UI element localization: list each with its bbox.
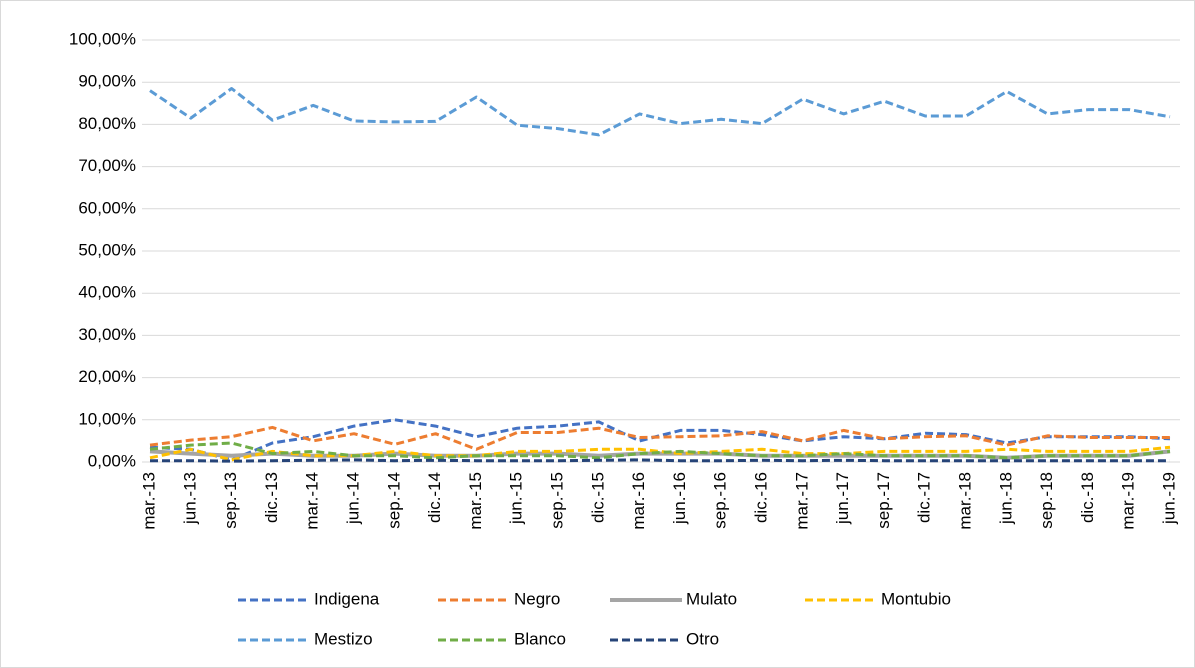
x-tick-label: sep.-13 — [221, 472, 240, 529]
legend-label: Negro — [514, 589, 560, 608]
y-tick-label: 10,00% — [78, 409, 136, 428]
x-tick-label: sep.-14 — [384, 472, 403, 529]
series-line — [149, 441, 1171, 460]
x-tick-label: jun.-17 — [833, 472, 852, 525]
x-tick-label: mar.-16 — [629, 472, 648, 530]
series-line — [150, 458, 1170, 463]
x-tick-label: jun.-13 — [180, 472, 199, 525]
x-tick-label: sep.-16 — [711, 472, 730, 529]
y-tick-label: 20,00% — [78, 367, 136, 386]
x-tick-label: dic.-15 — [588, 472, 607, 523]
x-tick-label: dic.-14 — [425, 472, 444, 523]
legend-label: Montubio — [881, 589, 951, 608]
legend-label: Otro — [686, 629, 719, 648]
x-tick-label: jun.-19 — [1159, 472, 1178, 525]
x-tick-label: dic.-16 — [751, 472, 770, 523]
x-tick-label: sep.-15 — [547, 472, 566, 529]
x-tick-label: dic.-17 — [915, 472, 934, 523]
y-tick-label: 100,00% — [69, 29, 136, 48]
y-tick-label: 90,00% — [78, 72, 136, 91]
legend-label: Mulato — [686, 589, 737, 608]
legend-label: Blanco — [514, 629, 566, 648]
series-line — [149, 418, 1171, 462]
x-tick-label: mar.-17 — [792, 472, 811, 530]
x-tick-label: mar.-14 — [303, 472, 322, 530]
x-tick-label: jun.-14 — [343, 472, 362, 525]
x-tick-label: sep.-17 — [874, 472, 893, 529]
y-tick-label: 50,00% — [78, 240, 136, 259]
legend-label: Indigena — [314, 589, 380, 608]
x-tick-label: jun.-16 — [670, 472, 689, 525]
series-line — [149, 87, 1171, 137]
x-tick-label: dic.-13 — [262, 472, 281, 523]
series-line — [149, 425, 1170, 451]
y-tick-label: 70,00% — [78, 156, 136, 175]
x-tick-label: mar.-13 — [139, 472, 158, 530]
y-tick-label: 40,00% — [78, 283, 136, 302]
series-line — [149, 445, 1171, 462]
y-tick-label: 60,00% — [78, 198, 136, 217]
x-tick-label: jun.-15 — [507, 472, 526, 525]
y-tick-label: 0,00% — [88, 451, 136, 470]
legend-label: Mestizo — [314, 629, 373, 648]
y-tick-label: 80,00% — [78, 114, 136, 133]
x-tick-label: jun.-18 — [996, 472, 1015, 525]
x-tick-label: mar.-18 — [955, 472, 974, 530]
x-tick-label: mar.-19 — [1119, 472, 1138, 530]
x-tick-label: dic.-18 — [1078, 472, 1097, 523]
x-tick-label: sep.-18 — [1037, 472, 1056, 529]
y-tick-label: 30,00% — [78, 325, 136, 344]
x-tick-label: mar.-15 — [466, 472, 485, 530]
